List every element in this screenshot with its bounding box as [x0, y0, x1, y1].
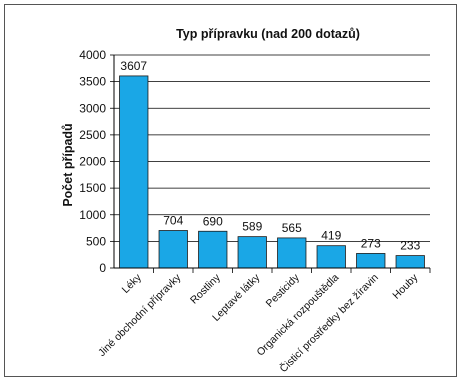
bar [356, 253, 386, 269]
y-tick-label: 3500 [79, 75, 106, 89]
y-tick-label: 1000 [79, 208, 106, 222]
y-tick-label: 2000 [79, 155, 106, 169]
y-tick-label: 1500 [79, 181, 106, 195]
bar [198, 230, 228, 269]
y-axis-label: Počet případů [61, 123, 75, 206]
data-label: 589 [242, 220, 262, 234]
chart-title: Typ přípravku (nad 200 dotazů) [176, 27, 360, 41]
x-category-label: Léky [120, 271, 145, 296]
x-category-label: Rostliny [188, 271, 223, 306]
bar [277, 237, 307, 269]
bar [395, 255, 425, 269]
data-label: 690 [203, 214, 223, 228]
y-tick-label: 3000 [79, 101, 106, 115]
y-tick-label: 2500 [79, 128, 106, 142]
bar [237, 236, 267, 269]
data-label: 419 [321, 229, 341, 243]
y-tick-label: 4000 [79, 48, 106, 62]
y-tick-label: 0 [99, 261, 106, 275]
y-tick-label: 500 [86, 234, 106, 248]
data-label: 273 [361, 236, 381, 250]
data-label: 3607 [120, 59, 147, 73]
data-label: 565 [282, 221, 302, 235]
data-label: 704 [163, 214, 183, 228]
x-category-label: Houby [390, 271, 420, 301]
data-label: 233 [400, 239, 420, 253]
x-category-label: Pesticidy [264, 271, 303, 310]
x-category-label: Jiné obchodní přípravky [96, 271, 184, 359]
chart-frame [4, 4, 457, 377]
bar [316, 245, 346, 269]
bar [119, 75, 149, 269]
bar [158, 230, 188, 269]
